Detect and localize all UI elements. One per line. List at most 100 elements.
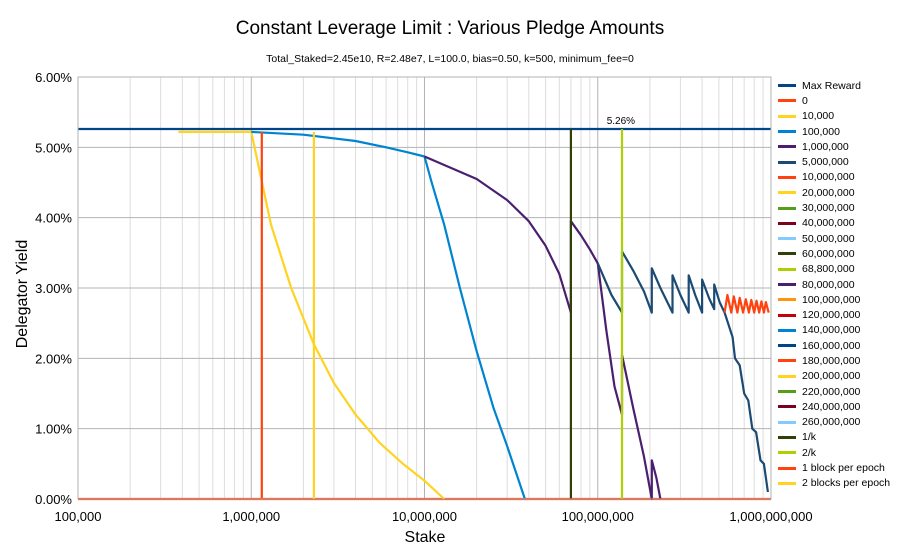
series-10-000-000	[723, 293, 770, 314]
legend-swatch	[778, 374, 796, 378]
legend-swatch	[778, 252, 796, 256]
y-tick-label: 1.00%	[35, 422, 72, 437]
legend-item: 1/k	[778, 430, 900, 445]
legend-swatch	[778, 481, 796, 485]
y-tick-label: 2.00%	[35, 351, 72, 366]
tick-labels: 0.00% 1.00% 2.00% 3.00% 4.00% 5.00% 6.00% 100,0…	[35, 70, 812, 524]
legend-label: 1/k	[802, 431, 817, 444]
legend-swatch	[778, 237, 796, 241]
legend-item: 30,000,000	[778, 200, 900, 215]
x-tick-label: 100,000,000	[562, 509, 634, 524]
legend-item: 50,000,000	[778, 231, 900, 246]
legend-swatch	[778, 221, 796, 225]
legend-swatch	[778, 359, 796, 363]
y-axis-label: Delegator Yield	[14, 240, 31, 349]
legend-swatch	[778, 175, 796, 179]
legend-label: 0	[802, 94, 808, 107]
legend-label: 68,800,000	[802, 263, 855, 276]
legend-swatch	[778, 466, 796, 470]
series-1-000-000	[424, 155, 662, 501]
legend-swatch	[778, 435, 796, 439]
legend-swatch	[778, 130, 796, 134]
legend-swatch	[778, 145, 796, 149]
legend-swatch	[778, 99, 796, 103]
legend-swatch	[778, 451, 796, 455]
legend-item: 220,000,000	[778, 384, 900, 399]
max-reward-annotation: 5.26%	[607, 116, 635, 127]
legend-swatch	[778, 313, 796, 317]
legend-item: 0	[778, 93, 900, 108]
legend-item: 10,000,000	[778, 170, 900, 185]
legend-label: 80,000,000	[802, 278, 855, 291]
legend-item: 100,000,000	[778, 292, 900, 307]
legend-swatch	[778, 267, 796, 271]
legend-item: 60,000,000	[778, 246, 900, 261]
legend-label: 40,000,000	[802, 217, 855, 230]
legend-swatch	[778, 114, 796, 118]
legend-label: 100,000,000	[802, 293, 861, 306]
plot-frame	[77, 76, 772, 500]
legend-item: 80,000,000	[778, 277, 900, 292]
legend-item: 240,000,000	[778, 399, 900, 414]
legend-swatch	[778, 84, 796, 88]
legend-swatch	[778, 328, 796, 332]
legend-item: 10,000	[778, 109, 900, 124]
legend-item: 120,000,000	[778, 307, 900, 322]
legend-item: 40,000,000	[778, 216, 900, 231]
legend-label: 30,000,000	[802, 202, 855, 215]
legend-swatch	[778, 298, 796, 302]
legend-swatch	[778, 160, 796, 164]
legend: Max Reward 0 10,000 100,000 1,000,000 5,000,0…	[778, 78, 900, 491]
legend-label: 2/k	[802, 446, 817, 459]
legend-item: 20,000,000	[778, 185, 900, 200]
legend-item: 180,000,000	[778, 353, 900, 368]
series-5-000-000	[596, 250, 769, 493]
legend-swatch	[778, 191, 796, 195]
legend-label: 20,000,000	[802, 186, 855, 199]
legend-item: 260,000,000	[778, 415, 900, 430]
legend-item: Max Reward	[778, 78, 900, 93]
chart-title: Constant Leverage Limit : Various Pledge…	[235, 18, 665, 39]
legend-swatch	[778, 420, 796, 424]
legend-label: 160,000,000	[802, 339, 861, 352]
legend-label: 240,000,000	[802, 400, 861, 413]
legend-label: 100,000	[802, 125, 840, 138]
series-10-000	[178, 130, 445, 500]
x-tick-label: 10,000,000	[392, 509, 457, 524]
x-tick-label: 1,000,000	[222, 509, 280, 524]
legend-item: 2/k	[778, 445, 900, 460]
legend-label: 10,000,000	[802, 171, 855, 184]
legend-item: 200,000,000	[778, 369, 900, 384]
x-tick-label: 1,000,000,000	[729, 509, 812, 524]
legend-item: 1,000,000	[778, 139, 900, 154]
legend-item: 100,000	[778, 124, 900, 139]
legend-item: 2 blocks per epoch	[778, 476, 900, 491]
legend-swatch	[778, 206, 796, 210]
legend-swatch	[778, 344, 796, 348]
axis-layer	[77, 76, 772, 500]
legend-swatch	[778, 283, 796, 286]
x-axis-label: Stake	[405, 529, 446, 546]
x-tick-label: 100,000	[55, 509, 102, 524]
legend-label: 5,000,000	[802, 156, 849, 169]
legend-label: 10,000	[802, 110, 835, 123]
legend-swatch	[778, 390, 796, 394]
legend-item: 140,000,000	[778, 323, 900, 338]
legend-label: 180,000,000	[802, 354, 861, 367]
legend-label: Max Reward	[802, 79, 861, 92]
y-tick-label: 3.00%	[35, 281, 72, 296]
legend-swatch	[778, 405, 796, 409]
legend-label: 2 blocks per epoch	[802, 477, 891, 490]
y-tick-label: 0.00%	[35, 492, 72, 507]
legend-label: 1 block per epoch	[802, 462, 885, 475]
y-tick-label: 5.00%	[35, 140, 72, 155]
legend-label: 220,000,000	[802, 385, 861, 398]
legend-item: 5,000,000	[778, 154, 900, 169]
legend-label: 260,000,000	[802, 416, 861, 429]
legend-item: 160,000,000	[778, 338, 900, 353]
y-tick-label: 4.00%	[35, 211, 72, 226]
legend-label: 120,000,000	[802, 309, 861, 322]
legend-label: 60,000,000	[802, 247, 855, 260]
legend-item: 68,800,000	[778, 262, 900, 277]
